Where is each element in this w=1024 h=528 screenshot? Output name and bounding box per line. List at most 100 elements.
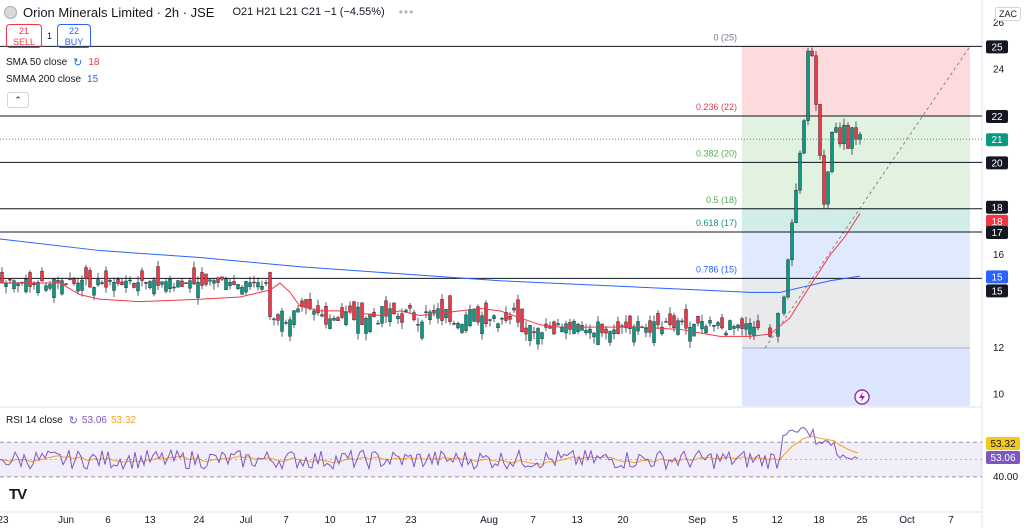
candle-body <box>412 312 416 321</box>
candle-body <box>480 315 484 335</box>
candle-body <box>88 270 92 288</box>
symbol-header: Orion Minerals Limited · 2h · JSE O21 H2… <box>4 3 414 21</box>
rsi-ma-value: 53.32 <box>110 415 136 426</box>
candle-body <box>712 325 716 327</box>
price-tag: 18 <box>991 217 1003 228</box>
candle-body <box>340 307 344 318</box>
rsi-line <box>0 427 859 471</box>
fib-label-4: 0.618 (17) <box>696 218 737 228</box>
time-axis-tick: 7 <box>530 515 536 526</box>
sma-legend[interactable]: SMA 50 close ↻ 18 <box>6 56 100 69</box>
candle-body <box>728 320 732 330</box>
candle-body <box>48 284 52 289</box>
candle-body <box>384 300 388 317</box>
buy-button[interactable]: 22 BUY <box>57 24 91 48</box>
price-tag-bg <box>986 40 1008 54</box>
more-options-icon[interactable]: ••• <box>398 5 415 19</box>
candle-body <box>132 283 136 288</box>
candle-body <box>552 321 556 335</box>
candle-body <box>140 270 144 281</box>
price-tag-bg <box>986 214 1008 228</box>
candle-body <box>124 280 128 288</box>
candle-body <box>148 281 152 289</box>
candle-body <box>744 323 748 330</box>
time-axis-tick: Jun <box>58 515 74 526</box>
candle-body <box>364 317 368 334</box>
candle-body <box>448 295 452 322</box>
candle-body <box>524 327 528 335</box>
candle-body <box>52 278 56 298</box>
candle-body <box>488 319 492 321</box>
price-tag: 15 <box>991 286 1003 297</box>
collapse-legend-button[interactable]: ⌃ <box>7 92 29 108</box>
sell-button[interactable]: 21 SELL <box>6 24 42 48</box>
candle-body <box>464 314 468 331</box>
candle-body <box>228 282 232 286</box>
time-axis-tick: 20 <box>617 515 629 526</box>
candle-body <box>592 332 596 338</box>
candle-body <box>794 190 798 223</box>
time-axis-tick: 17 <box>365 515 377 526</box>
rsi-label: RSI 14 close <box>6 415 63 426</box>
candle-body <box>636 321 640 332</box>
symbol-title[interactable]: Orion Minerals Limited · 2h · JSE <box>23 4 215 20</box>
candle-body <box>208 279 212 282</box>
time-axis-tick: 7 <box>283 515 289 526</box>
candle-body <box>752 326 756 336</box>
candle-body <box>400 313 404 323</box>
candle-body <box>416 324 420 326</box>
candle-body <box>324 306 328 325</box>
candle-body <box>196 281 200 299</box>
candle-body <box>108 279 112 282</box>
price-tag: 22 <box>991 112 1003 123</box>
candle-body <box>44 285 48 291</box>
candle-body <box>408 305 412 309</box>
candle-body <box>516 299 520 323</box>
sma-label: SMA 50 close <box>6 57 68 68</box>
candle-body <box>564 323 568 334</box>
candle-body <box>92 287 96 296</box>
candle-body <box>248 282 252 287</box>
candle-body <box>392 302 396 315</box>
candle-body <box>224 278 228 290</box>
candle-body <box>188 280 192 289</box>
candle-body <box>838 127 842 145</box>
rsi-refresh-icon[interactable]: ↻ <box>68 415 78 427</box>
candle-body <box>672 315 676 328</box>
time-axis-tick: 23 <box>405 515 417 526</box>
candle-body <box>180 280 184 287</box>
candle-body <box>540 332 544 339</box>
candle-body <box>700 321 704 330</box>
smma-legend[interactable]: SMMA 200 close 15 <box>6 74 98 85</box>
candle-body <box>588 328 592 334</box>
candle-body <box>664 321 668 323</box>
candle-body <box>220 276 224 280</box>
sma-value: 18 <box>88 57 100 68</box>
fib-label-3: 0.5 (18) <box>706 195 737 205</box>
candle-body <box>512 307 516 311</box>
candle-body <box>528 325 532 341</box>
candle-body <box>96 279 100 286</box>
sma-refresh-icon[interactable]: ↻ <box>73 57 83 69</box>
candle-body <box>826 171 830 205</box>
sell-price: 21 <box>18 26 29 36</box>
buy-label: BUY <box>64 37 84 47</box>
candle-body <box>814 55 818 105</box>
candle-body <box>850 127 854 149</box>
price-tag-bg <box>986 270 1008 284</box>
candle-body <box>312 310 316 315</box>
candle-body <box>288 319 292 337</box>
candle-body <box>168 278 172 290</box>
candle-body <box>388 308 392 322</box>
candle-body <box>396 315 400 319</box>
candle-body <box>256 282 260 288</box>
price-tag: 21 <box>991 135 1003 146</box>
currency-selector[interactable]: ZAC <box>995 7 1021 21</box>
candle-body <box>296 308 300 313</box>
time-axis-tick: 25 <box>856 515 868 526</box>
candle-body <box>568 322 572 330</box>
candle-body <box>368 313 372 332</box>
candle-body <box>460 324 464 333</box>
rsi-legend[interactable]: RSI 14 close ↻ 53.06 53.32 <box>6 414 136 427</box>
